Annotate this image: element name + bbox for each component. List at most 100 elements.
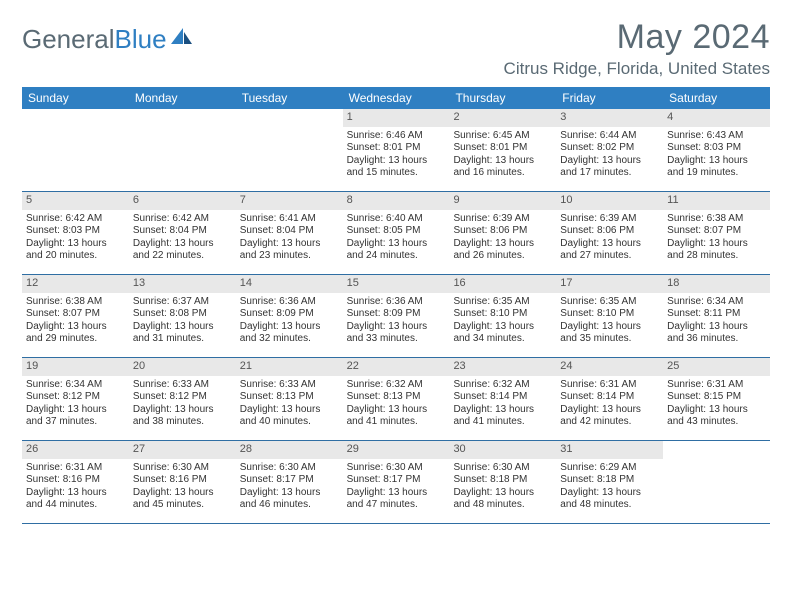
day-detail-line: and 23 minutes. [240, 250, 339, 263]
day-detail-line: and 31 minutes. [133, 333, 232, 346]
day-detail-line: Sunset: 8:17 PM [240, 474, 339, 487]
day-cell: 1Sunrise: 6:46 AMSunset: 8:01 PMDaylight… [343, 109, 450, 191]
logo: GeneralBlue [22, 24, 195, 55]
day-detail-line: Sunset: 8:01 PM [347, 142, 446, 155]
day-detail-line: Sunrise: 6:38 AM [26, 296, 125, 309]
day-number: 18 [663, 275, 770, 293]
day-number: 28 [236, 441, 343, 459]
day-detail-line: and 47 minutes. [347, 499, 446, 512]
day-cell: 29Sunrise: 6:30 AMSunset: 8:17 PMDayligh… [343, 441, 450, 523]
dow-header-row: SundayMondayTuesdayWednesdayThursdayFrid… [22, 87, 770, 109]
day-detail-line: and 37 minutes. [26, 416, 125, 429]
day-cell: 24Sunrise: 6:31 AMSunset: 8:14 PMDayligh… [556, 358, 663, 440]
day-detail-line: and 38 minutes. [133, 416, 232, 429]
day-number: 16 [449, 275, 556, 293]
day-detail-line: Sunrise: 6:42 AM [133, 213, 232, 226]
day-detail-line: Daylight: 13 hours [560, 487, 659, 500]
day-number: 20 [129, 358, 236, 376]
day-detail-line: Daylight: 13 hours [240, 487, 339, 500]
day-cell: 15Sunrise: 6:36 AMSunset: 8:09 PMDayligh… [343, 275, 450, 357]
day-detail-line: Sunset: 8:12 PM [26, 391, 125, 404]
day-detail-line: Daylight: 13 hours [26, 487, 125, 500]
logo-sail-icon [169, 26, 195, 53]
day-detail-line: Daylight: 13 hours [240, 404, 339, 417]
day-number: 24 [556, 358, 663, 376]
day-detail-line: Daylight: 13 hours [26, 321, 125, 334]
day-detail-line: Sunrise: 6:39 AM [453, 213, 552, 226]
day-cell: 6Sunrise: 6:42 AMSunset: 8:04 PMDaylight… [129, 192, 236, 274]
day-detail-line: Sunset: 8:14 PM [453, 391, 552, 404]
day-detail-line: Sunset: 8:03 PM [26, 225, 125, 238]
day-detail-line: and 20 minutes. [26, 250, 125, 263]
day-detail-line: Daylight: 13 hours [133, 404, 232, 417]
day-cell: 2Sunrise: 6:45 AMSunset: 8:01 PMDaylight… [449, 109, 556, 191]
day-detail-line: Daylight: 13 hours [26, 404, 125, 417]
day-cell: 3Sunrise: 6:44 AMSunset: 8:02 PMDaylight… [556, 109, 663, 191]
day-cell: 14Sunrise: 6:36 AMSunset: 8:09 PMDayligh… [236, 275, 343, 357]
day-cell: 13Sunrise: 6:37 AMSunset: 8:08 PMDayligh… [129, 275, 236, 357]
day-cell [129, 109, 236, 191]
day-detail-line: and 19 minutes. [667, 167, 766, 180]
day-cell [236, 109, 343, 191]
dow-cell: Sunday [22, 87, 129, 109]
day-detail-line: Sunrise: 6:36 AM [240, 296, 339, 309]
logo-text-blue: Blue [115, 24, 167, 54]
month-title: May 2024 [504, 18, 770, 57]
day-detail-line: Sunrise: 6:43 AM [667, 130, 766, 143]
day-detail-line: and 15 minutes. [347, 167, 446, 180]
day-detail-line: Daylight: 13 hours [453, 321, 552, 334]
day-detail-line: Sunset: 8:04 PM [133, 225, 232, 238]
day-detail-line: Sunrise: 6:29 AM [560, 462, 659, 475]
day-detail-line: Daylight: 13 hours [240, 321, 339, 334]
day-number: 13 [129, 275, 236, 293]
day-cell: 26Sunrise: 6:31 AMSunset: 8:16 PMDayligh… [22, 441, 129, 523]
day-detail-line: Sunrise: 6:38 AM [667, 213, 766, 226]
day-detail-line: Sunset: 8:14 PM [560, 391, 659, 404]
day-detail-line: and 16 minutes. [453, 167, 552, 180]
day-detail-line: Daylight: 13 hours [347, 321, 446, 334]
day-detail-line: Daylight: 13 hours [240, 238, 339, 251]
day-detail-line: Sunset: 8:17 PM [347, 474, 446, 487]
day-detail-line: Sunset: 8:08 PM [133, 308, 232, 321]
day-cell: 19Sunrise: 6:34 AMSunset: 8:12 PMDayligh… [22, 358, 129, 440]
day-number: 14 [236, 275, 343, 293]
day-detail-line: Sunset: 8:06 PM [560, 225, 659, 238]
day-detail-line: and 42 minutes. [560, 416, 659, 429]
day-detail-line: Sunset: 8:16 PM [133, 474, 232, 487]
day-number: 29 [343, 441, 450, 459]
day-detail-line: Daylight: 13 hours [667, 155, 766, 168]
day-detail-line: Sunset: 8:09 PM [347, 308, 446, 321]
day-detail-line: and 35 minutes. [560, 333, 659, 346]
day-detail-line: Daylight: 13 hours [667, 238, 766, 251]
day-detail-line: Sunrise: 6:35 AM [560, 296, 659, 309]
title-block: May 2024 Citrus Ridge, Florida, United S… [504, 18, 770, 79]
day-cell: 9Sunrise: 6:39 AMSunset: 8:06 PMDaylight… [449, 192, 556, 274]
day-detail-line: Sunrise: 6:40 AM [347, 213, 446, 226]
day-detail-line: and 27 minutes. [560, 250, 659, 263]
day-cell: 8Sunrise: 6:40 AMSunset: 8:05 PMDaylight… [343, 192, 450, 274]
day-detail-line: Daylight: 13 hours [133, 321, 232, 334]
day-cell: 30Sunrise: 6:30 AMSunset: 8:18 PMDayligh… [449, 441, 556, 523]
dow-cell: Wednesday [343, 87, 450, 109]
dow-cell: Friday [556, 87, 663, 109]
day-number: 25 [663, 358, 770, 376]
day-detail-line: and 44 minutes. [26, 499, 125, 512]
dow-cell: Monday [129, 87, 236, 109]
day-detail-line: Sunrise: 6:46 AM [347, 130, 446, 143]
day-detail-line: Sunrise: 6:39 AM [560, 213, 659, 226]
day-detail-line: Daylight: 13 hours [133, 487, 232, 500]
day-detail-line: Daylight: 13 hours [667, 321, 766, 334]
day-detail-line: Daylight: 13 hours [347, 404, 446, 417]
day-detail-line: Sunrise: 6:31 AM [560, 379, 659, 392]
day-detail-line: and 34 minutes. [453, 333, 552, 346]
day-detail-line: Sunset: 8:18 PM [560, 474, 659, 487]
day-cell: 16Sunrise: 6:35 AMSunset: 8:10 PMDayligh… [449, 275, 556, 357]
day-detail-line: Sunset: 8:05 PM [347, 225, 446, 238]
header: GeneralBlue May 2024 Citrus Ridge, Flori… [22, 18, 770, 79]
day-detail-line: Daylight: 13 hours [453, 487, 552, 500]
day-detail-line: Daylight: 13 hours [347, 155, 446, 168]
day-detail-line: Sunrise: 6:31 AM [667, 379, 766, 392]
day-detail-line: and 33 minutes. [347, 333, 446, 346]
day-detail-line: Daylight: 13 hours [133, 238, 232, 251]
day-detail-line: and 22 minutes. [133, 250, 232, 263]
